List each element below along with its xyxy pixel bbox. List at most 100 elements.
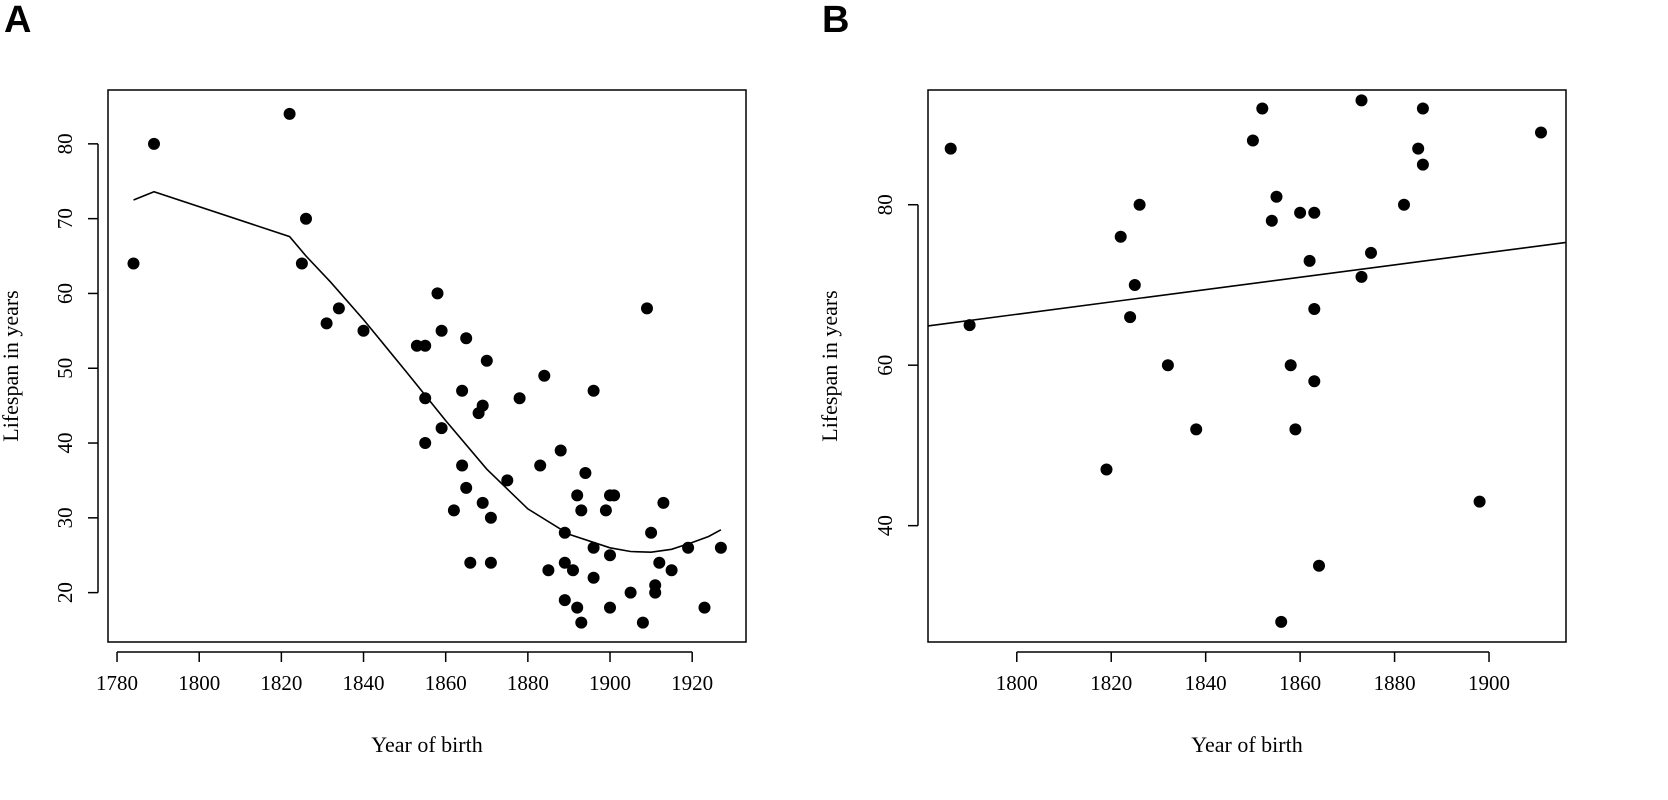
panel-b-points: [944, 94, 1547, 628]
panel-a-data-point: [587, 384, 600, 397]
panel-a-y-axis: 20 30 40 50 60 70 80: [53, 133, 99, 603]
panel-a-data-point: [410, 339, 423, 352]
panel-b-data-point: [1365, 246, 1377, 259]
panel-a-y-axis-title: Lifespan in years: [0, 290, 23, 442]
panel-b-x-axis: 1800 1820 1840 1860 1880 1900: [996, 651, 1510, 695]
panel-b-data-point: [1100, 463, 1113, 476]
panel-b-letter: B: [822, 0, 849, 41]
panel-b-data-point: [1303, 254, 1316, 267]
panel-a-data-point: [575, 616, 588, 629]
panel-b-x-tick-label: 1820: [1090, 671, 1132, 695]
panel-b-data-point: [1265, 214, 1278, 227]
panel-b-data-point: [1275, 615, 1288, 628]
panel-a-data-point: [624, 586, 637, 599]
panel-a-data-point: [604, 601, 616, 614]
panel-a-fit-line-group: [133, 190, 722, 554]
panel-a-data-point: [682, 541, 695, 554]
panel-b-data-point: [1246, 134, 1259, 147]
panel-b-data-point: [1270, 190, 1283, 203]
panel-b-data-point: [1256, 102, 1269, 115]
panel-a-data-point: [501, 474, 514, 487]
panel-b-data-point: [1412, 142, 1425, 155]
panel-a-data-point: [484, 511, 497, 524]
panel-b-fit-line: [927, 241, 1567, 327]
panel-a-data-point: [419, 437, 432, 449]
panel-a-data-point: [558, 594, 571, 607]
panel-b-x-tick-label: 1800: [996, 671, 1038, 695]
panel-a-data-point: [435, 324, 448, 337]
panel-a-data-point: [419, 339, 432, 352]
panel-b-y-tick-label: 40: [873, 515, 897, 536]
panel-a-x-axis-title: Year of birth: [371, 732, 482, 757]
panel-b-plot-frame: [927, 89, 1567, 643]
panel-a-data-point: [714, 541, 727, 554]
panel-b-data-point: [1313, 559, 1325, 572]
panel-a-data-point: [554, 444, 567, 457]
panel-a-data-point: [300, 212, 312, 225]
panel-a-data-point: [538, 369, 551, 382]
panel-a-fit-line: [133, 190, 722, 554]
panel-b-x-tick-label: 1860: [1279, 671, 1321, 695]
panel-a-data-point: [357, 324, 370, 337]
panel-a-data-point: [480, 354, 493, 367]
panel-b-x-tick-label: 1900: [1468, 671, 1510, 695]
panel-b-data-point: [1294, 206, 1307, 219]
panel-a-data-point: [534, 459, 547, 472]
panel-a-data-point: [148, 137, 160, 150]
panel-a-y-tick-label: 60: [53, 283, 77, 304]
panel-a-data-point: [608, 489, 621, 502]
panel-b-data-point: [1124, 311, 1137, 324]
panel-a-data-point: [558, 556, 571, 569]
panel-b-data-point: [1355, 270, 1368, 283]
panel-a-data-point: [464, 556, 477, 569]
panel-b-x-axis-title: Year of birth: [1191, 732, 1302, 757]
panel-b-y-tick-label: 60: [873, 355, 897, 376]
panel-a-points: [127, 107, 727, 629]
panel-a-data-point: [665, 564, 678, 577]
panel-b-data-point: [1161, 359, 1174, 372]
panel-a-data-point: [599, 504, 612, 517]
panel-b-data-point: [1284, 359, 1297, 372]
panel-b-data-point: [1416, 158, 1429, 171]
panel-b-data-point: [1416, 102, 1429, 115]
panel-a-data-point: [460, 332, 473, 345]
panel-b-data-point: [1133, 198, 1146, 211]
panel-b-data-point: [1128, 279, 1141, 291]
panel-a-data-point: [456, 384, 469, 397]
panel-b-data-point: [944, 142, 957, 155]
panel-a-data-point: [484, 556, 497, 569]
panel-a-y-tick-label: 80: [53, 133, 77, 154]
panel-a-data-point: [320, 317, 333, 330]
panel-b-x-tick-label: 1880: [1374, 671, 1416, 695]
panel-a-data-point: [127, 257, 140, 270]
panel-a-letter: A: [4, 0, 31, 41]
panel-a-data-point: [476, 399, 489, 412]
panel-a-data-point: [571, 601, 584, 614]
panel-a-data-point: [653, 556, 666, 569]
panel-b-y-axis-title: Lifespan in years: [817, 290, 842, 442]
panel-a-x-tick-label: 1900: [589, 671, 631, 695]
panel-a-data-point: [587, 541, 600, 554]
panel-b-y-tick-label: 80: [873, 194, 897, 215]
panel-a-data-point: [636, 616, 649, 629]
panel-b: B 1800 1820 1840 1860 1880 1900 40 60 80 Year o…: [817, 0, 1567, 757]
panel-a-y-tick-label: 70: [53, 208, 77, 229]
panel-a-y-tick-label: 30: [53, 507, 77, 528]
panel-a-data-point: [558, 526, 571, 539]
panel-a-x-tick-label: 1920: [671, 671, 713, 695]
panel-a-x-tick-label: 1800: [178, 671, 220, 695]
panel-a-data-point: [542, 564, 555, 577]
panel-a-x-tick-label: 1780: [96, 671, 138, 695]
panel-a-x-tick-label: 1840: [343, 671, 385, 695]
panel-b-data-point: [1190, 423, 1203, 436]
panel-a-data-point: [698, 601, 711, 614]
panel-b-data-point: [1308, 206, 1321, 219]
panel-a-data-point: [513, 392, 526, 405]
panel-a-data-point: [456, 459, 469, 472]
panel-a-data-point: [575, 504, 588, 517]
panel-b-data-point: [1355, 94, 1368, 107]
panel-a-data-point: [283, 107, 296, 120]
panel-a: A 1780 1800 1820 1840 1860 1880 1900 1920 20 30 4…: [0, 0, 747, 757]
panel-a-data-point: [460, 481, 473, 494]
